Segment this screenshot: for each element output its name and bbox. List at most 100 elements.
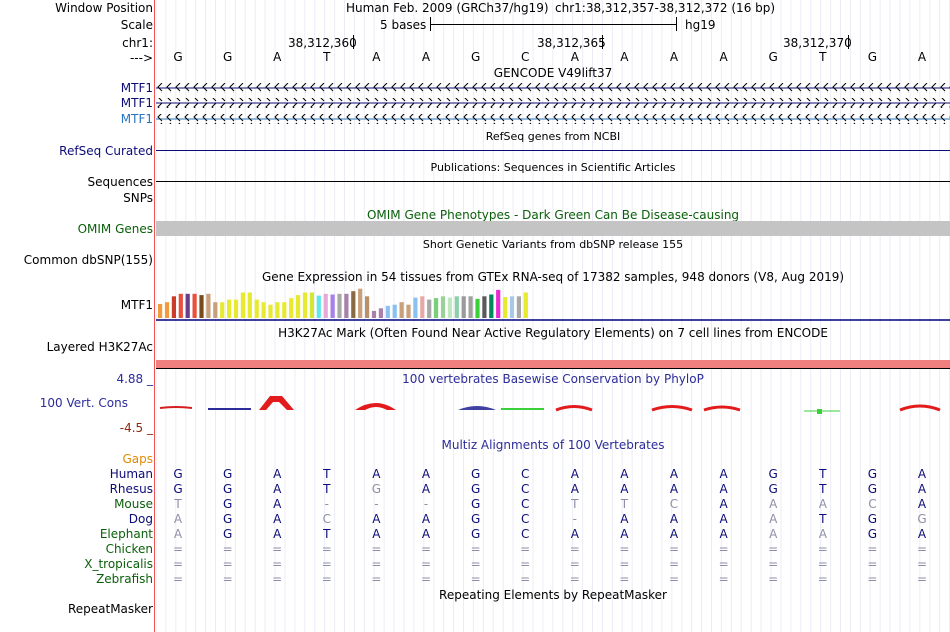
- repeatmasker-label[interactable]: RepeatMasker: [67, 602, 153, 616]
- gtex-bar[interactable]: [254, 299, 259, 318]
- gtex-bar[interactable]: [406, 304, 411, 318]
- species-label[interactable]: Dog: [128, 512, 153, 526]
- gtex-bar[interactable]: [171, 296, 176, 318]
- omim-title: OMIM Gene Phenotypes - Dark Green Can Be…: [366, 208, 740, 222]
- gtex-bar[interactable]: [282, 302, 287, 318]
- gencode-label[interactable]: MTF1: [120, 81, 153, 95]
- gtex-bar[interactable]: [344, 293, 349, 318]
- gtex-bar[interactable]: [330, 294, 335, 319]
- gtex-bar[interactable]: [371, 310, 377, 318]
- gtex-bar[interactable]: [482, 296, 487, 318]
- gtex-bar[interactable]: [220, 302, 225, 318]
- gtex-bar[interactable]: [516, 296, 521, 318]
- conservation-min: -4.5 _: [119, 421, 153, 435]
- gtex-bar[interactable]: [385, 305, 390, 318]
- gtex-bar[interactable]: [289, 298, 294, 318]
- gtex-bar[interactable]: [378, 308, 383, 318]
- dbsnp-title: Short Genetic Variants from dbSNP releas…: [422, 238, 684, 251]
- gencode-label[interactable]: MTF1: [120, 96, 153, 110]
- gtex-bar[interactable]: [268, 304, 273, 318]
- repeatmasker-title: Repeating Elements by RepeatMasker: [439, 588, 667, 602]
- gtex-bar[interactable]: [468, 296, 473, 318]
- species-label[interactable]: Mouse: [114, 497, 153, 511]
- gtex-bar[interactable]: [496, 289, 501, 318]
- gtex-bar[interactable]: [178, 293, 183, 318]
- gtex-bar[interactable]: [365, 296, 370, 318]
- refseq-label[interactable]: RefSeq Curated: [59, 144, 153, 158]
- gtex-bar[interactable]: [399, 302, 404, 318]
- gtex-bar[interactable]: [158, 304, 163, 318]
- alignment-base: =: [817, 542, 828, 556]
- assembly-name[interactable]: Human Feb. 2009 (GRCh37/hg19): [346, 1, 549, 15]
- h3k27ac-signal[interactable]: [156, 360, 950, 368]
- sequences-label[interactable]: Sequences: [87, 175, 153, 189]
- gencode-label[interactable]: MTF1: [120, 112, 153, 126]
- species-label[interactable]: Chicken: [105, 542, 153, 556]
- conservation-label[interactable]: 100 Vert. Cons: [39, 396, 128, 410]
- gtex-bar[interactable]: [233, 299, 239, 318]
- gtex-bar[interactable]: [454, 296, 459, 318]
- alignment-base: =: [172, 557, 184, 571]
- gtex-bar[interactable]: [227, 299, 232, 318]
- gtex-bar[interactable]: [392, 304, 397, 318]
- refseq-gene-line[interactable]: [156, 150, 950, 151]
- gtex-expression-chart[interactable]: [156, 284, 950, 324]
- alignment-base: T: [323, 467, 331, 481]
- species-label[interactable]: Elephant: [99, 527, 153, 541]
- alignment-base: A: [173, 527, 183, 541]
- h3k27ac-label[interactable]: Layered H3K27Ac: [46, 340, 153, 354]
- gtex-bar[interactable]: [240, 292, 245, 319]
- species-label[interactable]: Zebrafish: [96, 572, 153, 586]
- gtex-bar[interactable]: [420, 296, 425, 318]
- gtex-bar[interactable]: [503, 297, 508, 318]
- alignment-base: =: [420, 557, 432, 571]
- alignment-base: G: [470, 482, 481, 496]
- gtex-bar[interactable]: [192, 293, 197, 318]
- gtex-bar[interactable]: [296, 295, 301, 318]
- gtex-bar[interactable]: [337, 293, 342, 318]
- gencode-transcripts[interactable]: [156, 82, 950, 126]
- omim-label[interactable]: OMIM Genes: [77, 222, 153, 236]
- omim-bar[interactable]: [156, 221, 950, 236]
- gtex-label[interactable]: MTF1: [120, 298, 153, 312]
- alignment-base: A: [719, 527, 728, 541]
- gtex-bar[interactable]: [206, 293, 211, 318]
- gtex-bar[interactable]: [185, 293, 190, 318]
- alignment-base: =: [172, 542, 184, 556]
- gtex-bar[interactable]: [323, 293, 328, 318]
- species-label[interactable]: X_tropicalis: [84, 557, 153, 571]
- gtex-bar[interactable]: [489, 294, 494, 319]
- gtex-bar[interactable]: [523, 292, 528, 319]
- gtex-bar[interactable]: [261, 302, 266, 318]
- gtex-bar[interactable]: [351, 291, 356, 318]
- gtex-bar[interactable]: [199, 295, 204, 318]
- gtex-bar[interactable]: [413, 297, 418, 318]
- gtex-bar[interactable]: [358, 288, 363, 318]
- genome-position[interactable]: chr1:38,312,357-38,312,372 (16 bp): [555, 1, 776, 15]
- gtex-bar[interactable]: [247, 292, 252, 319]
- label-separator: [154, 0, 155, 632]
- gtex-bar[interactable]: [309, 292, 314, 319]
- gtex-bar[interactable]: [213, 302, 218, 318]
- gtex-bar[interactable]: [440, 296, 446, 318]
- gtex-bar[interactable]: [461, 296, 466, 318]
- species-label[interactable]: Human: [109, 467, 153, 481]
- species-label[interactable]: Rhesus: [109, 482, 153, 496]
- gtex-bar[interactable]: [164, 302, 170, 318]
- gtex-bar[interactable]: [509, 296, 515, 318]
- gtex-bar[interactable]: [475, 298, 480, 318]
- alignment-base: =: [470, 542, 481, 556]
- snps-label[interactable]: SNPs: [123, 191, 153, 205]
- conservation-logos[interactable]: [156, 390, 950, 420]
- gtex-bar[interactable]: [302, 292, 308, 319]
- gtex-bar[interactable]: [275, 302, 280, 318]
- gtex-bar[interactable]: [427, 299, 432, 318]
- gtex-bar[interactable]: [447, 297, 452, 318]
- pubs-line[interactable]: [156, 181, 950, 182]
- alignment-base: A: [719, 512, 728, 526]
- gtex-bar[interactable]: [434, 298, 439, 318]
- gaps-label[interactable]: Gaps: [122, 452, 153, 466]
- dbsnp-label[interactable]: Common dbSNP(155): [23, 253, 153, 267]
- gtex-bar[interactable]: [316, 295, 321, 318]
- alignment-base: A: [669, 482, 679, 496]
